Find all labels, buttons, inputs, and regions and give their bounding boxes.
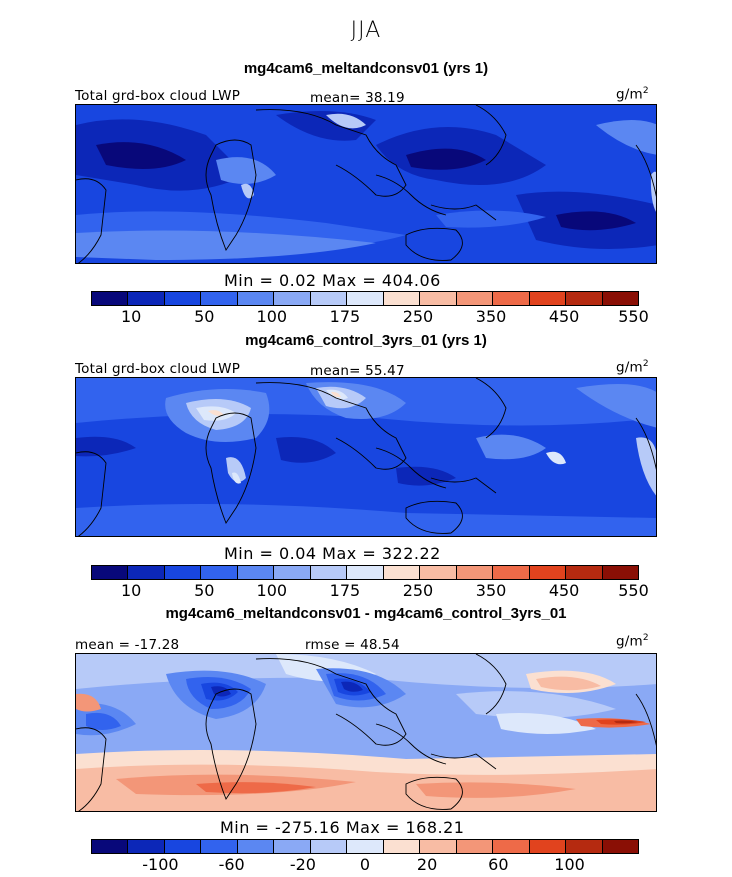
colorbar-swatch: [383, 840, 421, 853]
colorbar-swatch: [201, 566, 238, 579]
colorbar-tick-label: 100: [256, 307, 288, 326]
season-title: JJA: [350, 18, 382, 43]
colorbar-swatch: [164, 292, 202, 305]
panel1-colorbar: [91, 291, 639, 306]
colorbar-tick-label: 100: [256, 581, 288, 600]
panel2-colorbar: [91, 565, 639, 580]
colorbar-swatch: [456, 566, 494, 579]
colorbar-tick-label: 175: [329, 581, 361, 600]
colorbar-swatch: [493, 840, 530, 853]
colorbar-swatch: [566, 840, 603, 853]
colorbar-swatch: [128, 292, 165, 305]
colorbar-swatch: [164, 840, 202, 853]
colorbar-swatch: [566, 566, 603, 579]
panel3-title: mg4cam6_meltandconsv01 - mg4cam6_control…: [165, 605, 567, 622]
colorbar-tick-label: 550: [618, 307, 649, 326]
colorbar-swatch: [201, 292, 238, 305]
colorbar-tick-label: -20: [289, 855, 316, 874]
colorbar-swatch: [566, 292, 603, 305]
colorbar-tick-label: 250: [402, 581, 434, 600]
colorbar-tick-label: 350: [475, 307, 507, 326]
colorbar-swatch: [383, 292, 421, 305]
colorbar-swatch: [128, 840, 165, 853]
colorbar-tick-label: 60: [488, 855, 509, 874]
panel3-map-field: [76, 654, 656, 811]
colorbar-swatch: [237, 840, 275, 853]
panel1-unit: g/m2: [616, 86, 649, 103]
colorbar-swatch: [602, 840, 639, 853]
panel1-map-field: [76, 105, 656, 263]
colorbar-swatch: [310, 840, 348, 853]
panel3-colorbar-ticks: -100 -60 -20 0 20 60 100: [91, 855, 639, 875]
colorbar-swatch: [347, 840, 384, 853]
panel2-map: [75, 377, 657, 537]
colorbar-swatch: [92, 840, 129, 853]
panel2-mean: mean= 55.47: [310, 363, 405, 379]
colorbar-swatch: [420, 840, 457, 853]
colorbar-tick-label: 0: [359, 855, 371, 874]
colorbar-swatch: [602, 566, 639, 579]
colorbar-tick-label: -100: [142, 855, 179, 874]
colorbar-swatch: [456, 292, 494, 305]
colorbar-swatch: [92, 292, 129, 305]
colorbar-swatch: [347, 566, 384, 579]
colorbar-swatch: [529, 566, 567, 579]
colorbar-swatch: [128, 566, 165, 579]
colorbar-swatch: [602, 292, 639, 305]
colorbar-tick-label: 10: [120, 307, 142, 326]
colorbar-swatch: [529, 292, 567, 305]
colorbar-swatch: [347, 292, 384, 305]
panel1-colorbar-ticks: 10 50 100 175 250 350 450 550: [91, 307, 649, 327]
panel3-rmse: rmse = 48.54: [305, 637, 400, 653]
colorbar-swatch: [493, 566, 530, 579]
colorbar-swatch: [164, 566, 202, 579]
colorbar-tick-label: 20: [416, 855, 438, 874]
colorbar-swatch: [237, 292, 275, 305]
panel2-map-field: [76, 378, 656, 536]
colorbar-swatch: [456, 840, 494, 853]
colorbar-swatch: [383, 566, 421, 579]
colorbar-swatch: [92, 566, 129, 579]
colorbar-tick-label: -60: [218, 855, 245, 874]
panel3-minmax: Min = -275.16 Max = 168.21: [220, 818, 465, 837]
panel1-title: mg4cam6_meltandconsv01 (yrs 1): [243, 60, 489, 77]
colorbar-swatch: [310, 566, 348, 579]
panel1-map: [75, 104, 657, 264]
panel2-unit: g/m2: [616, 359, 649, 376]
colorbar-tick-label: 50: [194, 581, 215, 600]
panel1-variable-label: Total grd-box cloud LWP: [75, 88, 241, 104]
colorbar-tick-label: 250: [402, 307, 434, 326]
colorbar-swatch: [274, 292, 311, 305]
colorbar-tick-label: 50: [194, 307, 215, 326]
panel1-minmax: Min = 0.02 Max = 404.06: [224, 271, 441, 290]
colorbar-tick-label: 450: [548, 307, 580, 326]
colorbar-tick-label: 175: [329, 307, 361, 326]
panel3-mean: mean = -17.28: [75, 637, 180, 653]
panel3-colorbar: [91, 839, 639, 854]
panel1-mean: mean= 38.19: [310, 90, 405, 106]
colorbar-swatch: [420, 292, 457, 305]
colorbar-swatch: [274, 840, 311, 853]
panel2-colorbar-ticks: 10 50 100 175 250 350 450 550: [91, 581, 649, 601]
colorbar-swatch: [493, 292, 530, 305]
colorbar-swatch: [529, 840, 567, 853]
colorbar-tick-label: 450: [548, 581, 580, 600]
colorbar-tick-label: 550: [618, 581, 649, 600]
colorbar-swatch: [201, 840, 238, 853]
panel2-title: mg4cam6_control_3yrs_01 (yrs 1): [245, 332, 487, 349]
colorbar-swatch: [274, 566, 311, 579]
colorbar-swatch: [310, 292, 348, 305]
panel2-variable-label: Total grd-box cloud LWP: [75, 361, 241, 377]
panel3-map: [75, 653, 657, 812]
panel2-minmax: Min = 0.04 Max = 322.22: [224, 544, 441, 563]
colorbar-swatch: [420, 566, 457, 579]
colorbar-tick-label: 100: [554, 855, 585, 874]
colorbar-tick-label: 350: [475, 581, 507, 600]
colorbar-tick-label: 10: [120, 581, 142, 600]
panel3-unit: g/m2: [616, 633, 649, 650]
colorbar-swatch: [237, 566, 275, 579]
